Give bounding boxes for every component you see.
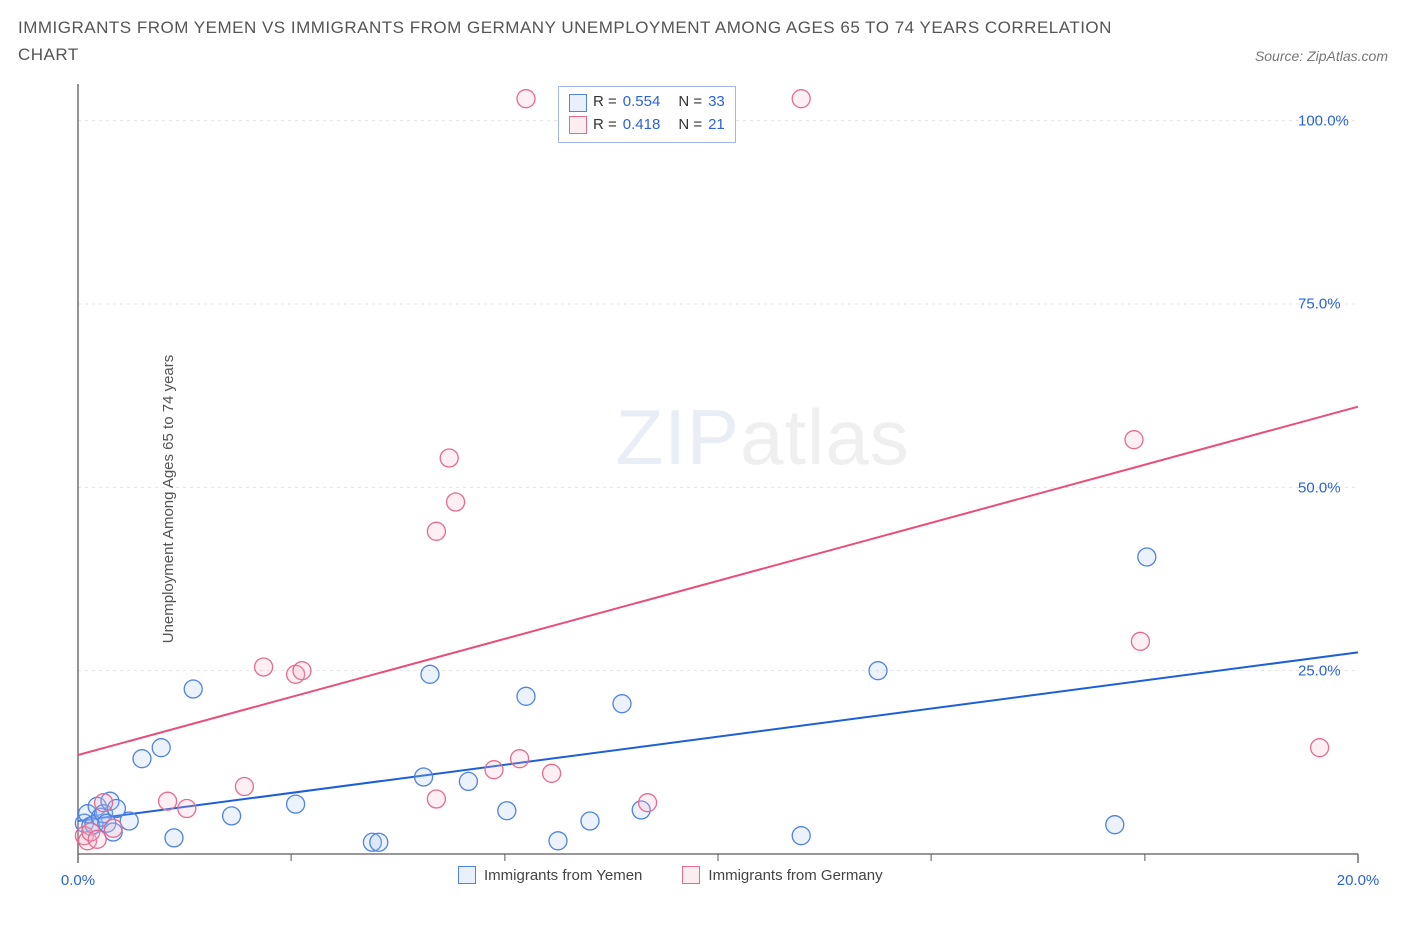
legend-n-value: 21	[708, 114, 725, 137]
x-tick-label: 20.0%	[1337, 872, 1380, 889]
legend-r-value: 0.418	[623, 114, 661, 137]
chart-header: IMMIGRANTS FROM YEMEN VS IMMIGRANTS FROM…	[18, 14, 1388, 68]
y-tick-label: 25.0%	[1298, 663, 1341, 680]
chart-source: Source: ZipAtlas.com	[1255, 48, 1388, 68]
y-tick-label: 75.0%	[1298, 296, 1341, 313]
legend-row: R = 0.554 N = 33	[569, 91, 725, 114]
y-tick-label: 50.0%	[1298, 479, 1341, 496]
legend-r-label: R =	[593, 91, 617, 114]
legend-n-label: N =	[678, 114, 702, 137]
chart-title: IMMIGRANTS FROM YEMEN VS IMMIGRANTS FROM…	[18, 14, 1118, 68]
y-tick-label: 100.0%	[1298, 113, 1349, 130]
x-tick-label: 0.0%	[61, 872, 95, 889]
y-axis-label: Unemployment Among Ages 65 to 74 years	[160, 355, 177, 644]
legend-n-label: N =	[678, 91, 702, 114]
series-name: Immigrants from Germany	[708, 867, 882, 884]
legend-r-label: R =	[593, 114, 617, 137]
legend-swatch-icon	[569, 94, 587, 112]
chart-area: Unemployment Among Ages 65 to 74 years Z…	[18, 74, 1388, 924]
series-name: Immigrants from Yemen	[484, 867, 642, 884]
correlation-legend-box: R = 0.554 N = 33 R = 0.418 N = 21	[558, 86, 736, 143]
legend-swatch-icon	[458, 866, 476, 884]
legend-n-value: 33	[708, 91, 725, 114]
legend-swatch-icon	[682, 866, 700, 884]
legend-r-value: 0.554	[623, 91, 661, 114]
legend-swatch-icon	[569, 116, 587, 134]
series-legend-item: Immigrants from Yemen	[458, 866, 642, 884]
scatter-chart-svg	[18, 74, 1388, 904]
series-legend: Immigrants from Yemen Immigrants from Ger…	[458, 866, 883, 884]
series-legend-item: Immigrants from Germany	[682, 866, 882, 884]
legend-row: R = 0.418 N = 21	[569, 114, 725, 137]
